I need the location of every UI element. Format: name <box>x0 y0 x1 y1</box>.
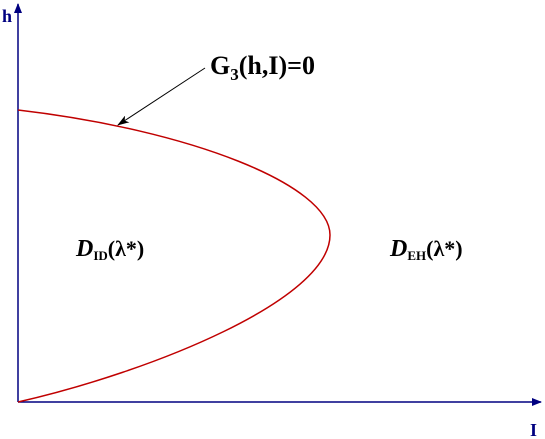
curve-label: G3(h,I)=0 <box>210 51 315 84</box>
boundary-curve <box>17 109 331 403</box>
y-axis-label: h <box>2 6 12 26</box>
region-suffix: (λ*) <box>108 236 144 261</box>
curve-label-subscript: 3 <box>230 65 239 84</box>
label-arrow <box>117 67 206 126</box>
region-subscript: ID <box>93 248 107 263</box>
region-symbol: D <box>75 236 93 262</box>
region-suffix: (λ*) <box>426 236 462 261</box>
region-label: DID(λ*) <box>75 236 144 263</box>
curve-label-main: G <box>210 51 230 80</box>
x-axis-label: I <box>530 420 537 439</box>
region-label: DEH(λ*) <box>389 236 463 263</box>
curve-label-suffix: (h,I)=0 <box>239 51 315 80</box>
region-symbol: D <box>389 236 407 262</box>
region-subscript: EH <box>407 248 426 263</box>
